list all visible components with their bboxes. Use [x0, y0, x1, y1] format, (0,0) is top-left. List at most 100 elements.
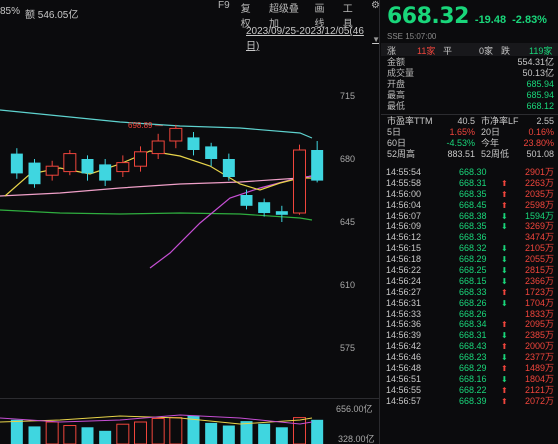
arrow-up-icon: ⬆ — [501, 342, 508, 352]
tick-time: 14:55:58 — [386, 177, 422, 188]
tick-price: 668.31 — [459, 330, 487, 341]
tick-price: 668.30 — [459, 167, 487, 177]
tick-price: 668.33 — [459, 286, 487, 297]
gear-icon[interactable]: ⚙ — [371, 0, 380, 11]
arrow-up-icon: ⬆ — [501, 320, 508, 330]
breadth-bar: 涨 11家 平 0家 跌 119家 — [381, 43, 558, 56]
tick-row: 14:56:48 668.29 ⬆ 1489万 — [381, 363, 558, 374]
tick-row: 14:56:09 668.35 ⬇ 3269万 — [381, 221, 558, 232]
arrow-up-icon: ⬆ — [501, 200, 508, 210]
moving-average-line — [0, 109, 313, 139]
tick-time: 14:56:33 — [386, 308, 422, 319]
menu-overlay[interactable]: 超级叠加 — [268, 4, 299, 30]
menu-adjust[interactable]: 复权 — [240, 4, 251, 30]
tick-row: 14:56:18 668.29 ⬇ 2055万 — [381, 254, 558, 265]
candle-body — [311, 150, 324, 181]
tick-time: 14:56:15 — [386, 243, 422, 254]
stat-label: 市净率LF — [481, 116, 519, 126]
tick-volume: 2055万 — [524, 254, 554, 265]
stat-value: 883.51 — [447, 149, 475, 159]
stat-label: 金额 — [387, 57, 406, 67]
tick-price: 668.29 — [459, 363, 487, 374]
volume-bar — [116, 423, 130, 444]
tick-price: 668.23 — [459, 352, 487, 363]
amount-label: 额 546.05亿 — [25, 10, 79, 21]
price-row: 668.32 -19.48 -2.83% — [387, 4, 547, 32]
tick-volume: 3474万 — [524, 232, 554, 243]
stat-label: 今年 — [481, 138, 500, 148]
chart-area[interactable]: 85% 额 546.05亿 F9 复权 超级叠加 画线 工具 ⚙ 2023/09… — [0, 0, 380, 444]
arrow-down-icon: ⬇ — [501, 244, 508, 254]
stat-value: 40.5 — [457, 116, 475, 126]
tick-price: 668.36 — [459, 232, 487, 243]
up-count: 11家 — [417, 46, 436, 56]
date-range-selector[interactable]: 2023/09/25-2023/12/05(46日) ▼ — [246, 26, 380, 52]
volume-chart[interactable]: 656.00亿 328.00亿 — [0, 400, 380, 444]
stat-row: 开盘 685.94 — [381, 79, 558, 90]
tick-row: 14:56:07 668.38 ⬇ 1594万 — [381, 211, 558, 222]
menu-tools[interactable]: 工具 — [342, 4, 353, 30]
stat-value: 50.13亿 — [522, 68, 554, 78]
tick-list[interactable]: 14:55:54 668.30 2901万 14:55:58 668.31 ⬆ 2263万 1… — [381, 167, 558, 407]
volume-bar — [151, 417, 165, 444]
candle-body — [99, 164, 112, 181]
tick-time: 14:56:22 — [386, 265, 422, 276]
arrow-down-icon: ⬇ — [501, 353, 508, 363]
tick-row: 14:56:04 668.45 ⬆ 2598万 — [381, 200, 558, 211]
tick-volume: 2095万 — [524, 319, 554, 330]
tick-price: 668.25 — [459, 265, 487, 276]
tick-volume: 1594万 — [524, 210, 554, 221]
tick-price: 668.22 — [459, 384, 487, 395]
tick-price: 668.26 — [459, 308, 487, 319]
tick-row: 14:56:33 668.26 1833万 — [381, 309, 558, 320]
volume-ma-line — [0, 415, 313, 425]
tick-volume: 2901万 — [524, 167, 554, 177]
stat-row: 金额 554.31亿 — [381, 57, 558, 68]
y-tick-label: 610 — [340, 280, 355, 290]
volume-bar — [293, 417, 306, 444]
tick-time: 14:56:07 — [386, 210, 422, 221]
tick-time: 14:55:54 — [386, 167, 422, 177]
last-price: 668.32 — [387, 4, 469, 29]
moving-average-line — [149, 175, 313, 269]
tick-price: 668.38 — [459, 210, 487, 221]
candle-body — [45, 165, 59, 176]
tick-volume: 2377万 — [524, 352, 554, 363]
tick-row: 14:56:51 668.16 ⬇ 1804万 — [381, 374, 558, 385]
volume-bar — [187, 415, 200, 444]
tick-row: 14:56:12 668.36 3474万 — [381, 232, 558, 243]
tick-row: 14:55:54 668.30 2901万 — [381, 167, 558, 178]
tick-time: 14:56:39 — [386, 330, 422, 341]
menu-draw[interactable]: 画线 — [314, 4, 325, 30]
candle-body — [275, 211, 288, 215]
tick-price: 668.26 — [459, 297, 487, 308]
arrow-down-icon: ⬇ — [501, 276, 508, 286]
tick-price: 668.45 — [459, 199, 487, 210]
tick-time: 14:56:24 — [386, 275, 422, 286]
volume-bar — [134, 421, 147, 444]
stat-value: 501.08 — [526, 149, 554, 159]
tick-row: 14:56:39 668.31 ⬇ 2385万 — [381, 330, 558, 341]
arrow-down-icon: ⬇ — [501, 374, 508, 384]
volume-bar — [258, 423, 271, 444]
change-pct-fragment: 85% — [0, 6, 21, 17]
stat-label: 开盘 — [387, 79, 406, 89]
tick-price: 668.35 — [459, 188, 487, 199]
tick-time: 14:56:27 — [386, 286, 422, 297]
arrow-up-icon: ⬆ — [501, 396, 508, 406]
stat-label: 市盈率TTM — [387, 116, 433, 126]
menu-f9[interactable]: F9 — [218, 0, 230, 11]
tick-volume: 2105万 — [524, 243, 554, 254]
tick-volume: 1704万 — [524, 297, 554, 308]
tick-volume: 1489万 — [524, 363, 554, 374]
tick-volume: 1833万 — [524, 308, 554, 319]
vol-tick-label: 328.00亿 — [338, 433, 375, 444]
volume-bar — [99, 430, 112, 444]
tick-volume: 1723万 — [524, 286, 554, 297]
candlestick-chart[interactable]: 715 680 645 610 575 698.89 — — [0, 38, 380, 398]
stat-row: 成交量 50.13亿 — [381, 68, 558, 79]
arrow-up-icon: ⬆ — [501, 287, 508, 297]
candle-body — [151, 140, 165, 155]
tick-time: 14:56:42 — [386, 341, 422, 352]
candle-body — [240, 195, 253, 206]
